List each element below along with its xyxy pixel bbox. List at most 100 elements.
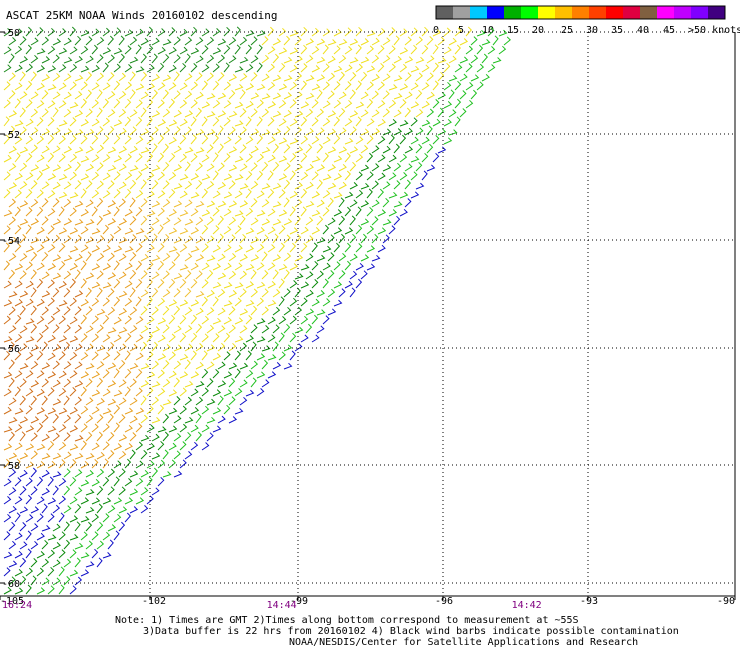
wind-barb: [239, 126, 247, 136]
wind-barb: [19, 378, 27, 388]
wind-barb: [129, 362, 139, 370]
wind-barb: [190, 246, 200, 253]
wind-barb: [157, 426, 167, 433]
wind-barb: [300, 226, 309, 235]
wind-barb: [173, 305, 181, 316]
wind-barb: [415, 143, 423, 154]
wind-barb: [250, 55, 259, 64]
wind-barb: [151, 74, 161, 82]
wind-barb: [41, 216, 49, 226]
wind-barb: [250, 72, 258, 82]
wind-barb: [129, 397, 138, 406]
wind-barb: [80, 516, 90, 523]
wind-barb: [102, 244, 111, 253]
wind-barb: [382, 164, 392, 172]
wind-barb: [217, 200, 227, 208]
wind-barb: [316, 215, 324, 226]
wind-barb: [162, 53, 170, 64]
wind-barb: [256, 99, 264, 109]
wind-barb: [14, 82, 23, 91]
wind-barb: [129, 488, 139, 496]
wind-barb: [195, 307, 204, 316]
wind-barb: [80, 333, 88, 343]
legend-swatch: [589, 6, 606, 19]
wind-barb: [58, 173, 68, 181]
wind-barb: [322, 136, 331, 145]
wind-barb: [58, 512, 65, 523]
wind-barb: [19, 343, 28, 352]
wind-barb: [294, 306, 303, 316]
wind-barb: [283, 92, 293, 100]
wind-barb: [157, 152, 165, 163]
wind-barb: [3, 531, 11, 541]
wind-barb: [3, 371, 13, 379]
wind-barb: [157, 279, 165, 289]
wind-barb: [234, 282, 244, 289]
wind-barb: [239, 362, 249, 370]
wind-barb: [371, 216, 379, 226]
wind-barb: [366, 81, 374, 91]
wind-barb: [146, 405, 154, 415]
wind-barb: [206, 54, 215, 64]
wind-barb: [223, 208, 232, 217]
wind-barb: [19, 395, 26, 406]
wind-barb: [239, 288, 247, 298]
wind-barb: [201, 387, 209, 397]
wind-barb: [129, 432, 137, 442]
wind-barb: [371, 163, 380, 172]
wind-barb: [63, 198, 72, 208]
wind-barb: [36, 350, 44, 361]
wind-barb: [140, 71, 148, 82]
wind-barb: [63, 235, 72, 244]
wind-barb: [146, 332, 153, 343]
wind-barb: [184, 325, 193, 334]
wind-barb: [294, 326, 304, 334]
wind-barb: [102, 388, 111, 397]
wind-barb: [432, 44, 439, 55]
wind-barb: [129, 306, 138, 316]
wind-barb: [25, 405, 33, 415]
wind-barb: [410, 44, 418, 55]
wind-barb: [272, 161, 280, 172]
wind-barb: [14, 532, 23, 541]
wind-barb: [223, 300, 233, 307]
wind-barb: [278, 316, 287, 325]
wind-barb: [245, 188, 252, 199]
wind-barb: [437, 57, 447, 64]
wind-barb: [96, 144, 105, 154]
wind-barb: [52, 72, 61, 82]
wind-barb: [256, 190, 265, 199]
wind-barb: [212, 99, 221, 109]
wind-barb: [14, 424, 23, 433]
wind-barb: [36, 206, 44, 217]
wind-barb: [283, 109, 292, 118]
wind-barb: [69, 585, 77, 595]
wind-barb: [327, 72, 336, 82]
wind-barb: [91, 423, 99, 433]
wind-barb: [107, 486, 115, 496]
wind-barb: [278, 83, 288, 91]
legend-label: 40: [637, 25, 649, 36]
wind-barb: [256, 153, 265, 163]
wind-barb: [107, 91, 116, 100]
wind-barb: [234, 210, 244, 217]
wind-barb: [421, 44, 429, 55]
wind-barb: [349, 215, 356, 226]
wind-barb: [58, 260, 66, 271]
wind-barb: [311, 117, 319, 127]
wind-barb: [52, 307, 61, 316]
wind-barb: [140, 380, 150, 388]
wind-barb: [85, 36, 93, 46]
wind-barb: [69, 245, 79, 253]
wind-barb: [30, 416, 40, 424]
wind-barb: [113, 460, 122, 469]
wind-barb: [278, 263, 288, 271]
wind-barb: [250, 145, 259, 154]
wind-barb: [168, 209, 177, 217]
wind-barb: [190, 81, 199, 91]
wind-barb: [19, 431, 26, 442]
wind-barb: [102, 423, 110, 433]
wind-barb: [206, 235, 215, 244]
wind-barb: [228, 362, 238, 370]
wind-barb: [250, 377, 257, 388]
